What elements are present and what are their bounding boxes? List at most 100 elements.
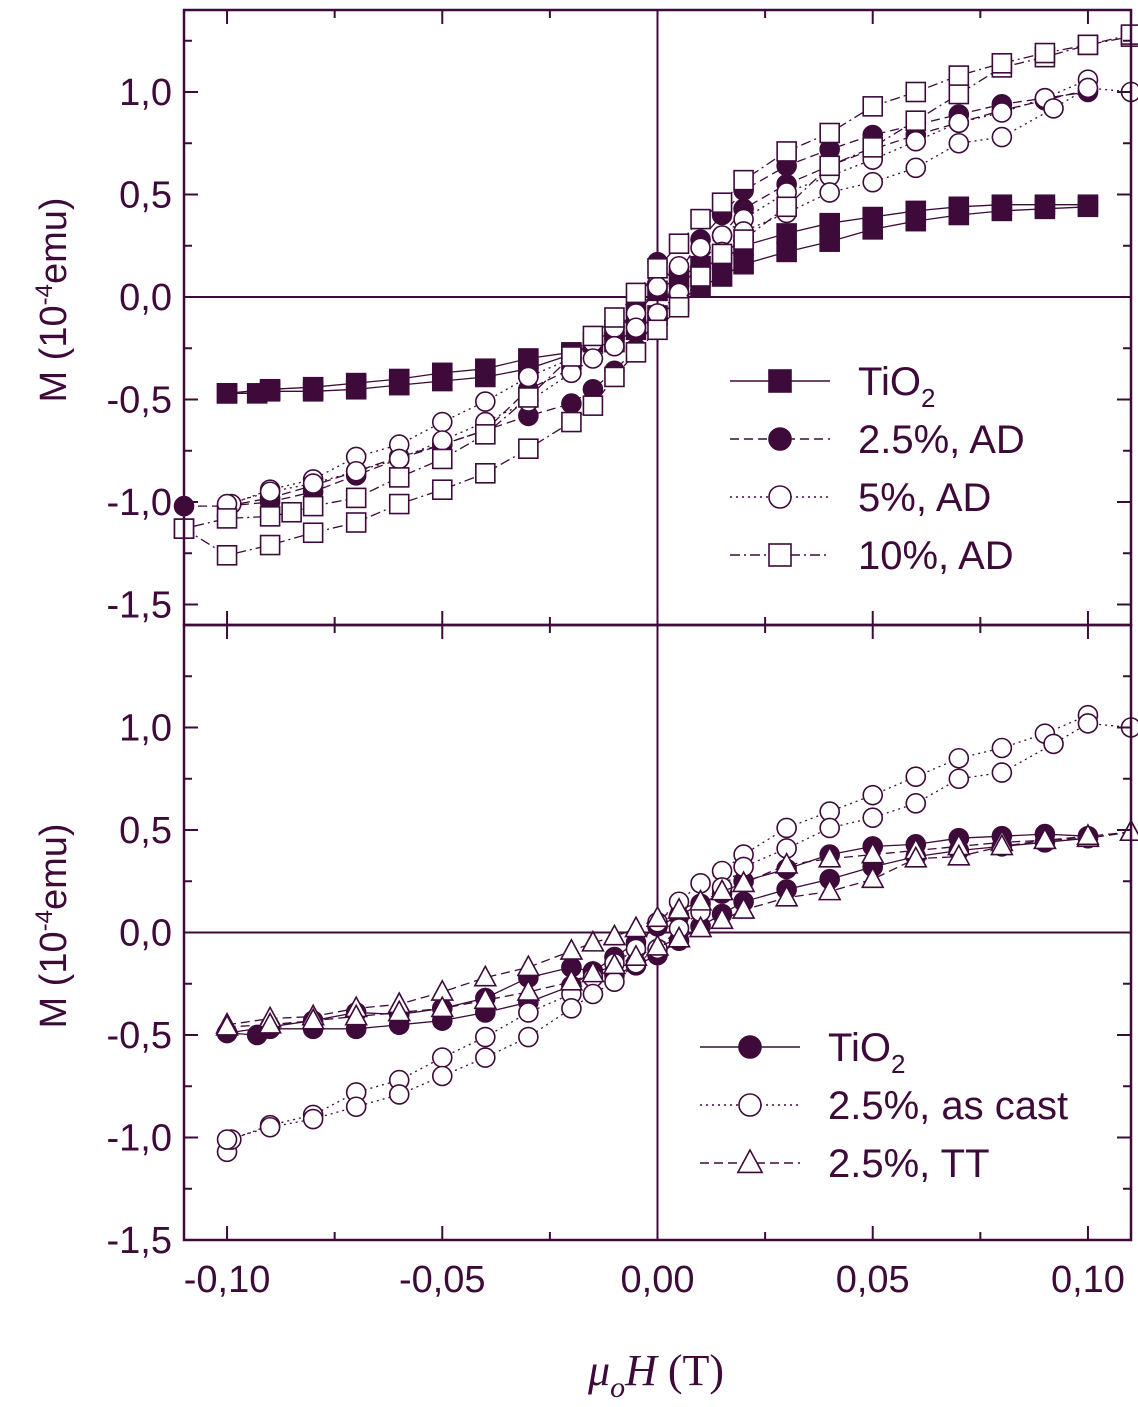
y-tick-label: -1,5 — [107, 585, 172, 627]
data-point — [431, 362, 453, 384]
data-point — [862, 784, 884, 806]
data-point — [776, 141, 797, 162]
y-tick-label: -0,5 — [107, 1015, 172, 1057]
data-point — [216, 544, 238, 566]
data-point — [905, 130, 927, 152]
data-point — [947, 843, 971, 866]
data-point — [518, 348, 539, 369]
legend-label-text: TiO — [828, 1026, 891, 1070]
data-point — [862, 219, 884, 240]
x-tick-label: 0,00 — [621, 1259, 695, 1301]
legend-entry-0: TiO2 — [700, 1026, 905, 1079]
data-point — [345, 1096, 367, 1118]
data-point — [602, 923, 627, 946]
legend-entry-2: 2.5%, TT — [700, 1142, 990, 1186]
data-point — [862, 807, 884, 829]
x-tick-label: -0,10 — [184, 1259, 271, 1301]
data-point — [905, 157, 927, 179]
data-point — [1034, 198, 1056, 220]
data-point — [302, 376, 324, 398]
data-point — [645, 905, 670, 928]
data-point — [991, 52, 1013, 74]
data-point — [710, 907, 734, 930]
data-point — [344, 1003, 368, 1026]
data-point — [581, 960, 605, 983]
data-point — [259, 1116, 281, 1138]
data-point — [388, 467, 410, 488]
data-point — [475, 1047, 496, 1068]
data-point — [518, 438, 539, 460]
legend-marker — [738, 1035, 762, 1059]
data-point — [711, 192, 733, 213]
data-point — [345, 487, 367, 509]
bottom-panel: -1,5-1,0-0,50,00,51,0 M (10-4emu) -0,10-… — [31, 623, 1138, 1301]
data-point — [991, 737, 1013, 759]
data-point — [1043, 98, 1064, 119]
data-point — [991, 102, 1013, 123]
legend-label-text: 2.5%, AD — [858, 418, 1025, 462]
top-panel: -1,5 -1,0 -0,5 0,0 0,5 1,0 M (10-4emu) TiO2 2.… — [31, 8, 1138, 627]
data-point — [1034, 42, 1056, 64]
data-point — [258, 1011, 282, 1034]
data-point — [862, 171, 884, 193]
data-point — [624, 944, 648, 967]
legend-label: 2.5%, as cast — [828, 1084, 1068, 1128]
data-point — [774, 851, 799, 874]
legend-entry-0: TiO2 — [730, 360, 935, 413]
data-point — [430, 995, 455, 1018]
legend-marker — [768, 543, 792, 567]
series-line-branch-1 — [183, 33, 1132, 530]
data-point — [518, 1026, 539, 1048]
series-2 — [215, 819, 1138, 1036]
legend-entry-1: 2.5%, as cast — [700, 1084, 1068, 1128]
data-point — [819, 212, 840, 234]
data-point — [431, 430, 453, 451]
legend-label-subscript: 2 — [891, 1049, 905, 1079]
data-point — [817, 878, 842, 901]
data-point — [733, 253, 754, 275]
data-point — [302, 495, 324, 517]
data-point — [948, 83, 970, 105]
legend-entry-1: 2.5%, AD — [730, 418, 1025, 462]
legend-entry-2: 5%, AD — [730, 476, 991, 520]
data-point — [431, 479, 453, 501]
data-point — [216, 508, 238, 529]
data-point — [948, 747, 970, 769]
data-point — [905, 766, 927, 788]
y-axis-label: M (10-4emu) — [31, 197, 75, 402]
legend-marker — [736, 1148, 764, 1174]
data-point — [991, 126, 1013, 148]
data-point — [948, 65, 970, 86]
legend: TiO2 2.5%, AD 5%, AD 10%, AD — [730, 360, 1025, 578]
x-tick-label: 0,05 — [836, 1259, 910, 1301]
data-point — [604, 335, 625, 357]
data-point — [259, 481, 281, 503]
legend-entry-3: 10%, AD — [730, 534, 1014, 578]
data-point — [215, 1013, 239, 1036]
data-point — [604, 971, 625, 993]
y-tick-label: 0,0 — [119, 913, 172, 955]
legend-label: TiO2 — [828, 1026, 905, 1079]
data-point — [475, 358, 496, 380]
data-point — [281, 501, 302, 523]
data-point — [475, 391, 496, 412]
data-point — [604, 366, 625, 388]
data-point — [1077, 34, 1099, 56]
data-point — [216, 383, 238, 404]
data-point — [668, 296, 690, 318]
data-point — [473, 987, 498, 1010]
x-tick-labels: -0,10 -0,05 0,00 0,05 0,10 — [184, 1259, 1125, 1301]
data-point — [581, 929, 605, 952]
data-point — [1077, 77, 1099, 99]
data-point — [559, 938, 584, 960]
data-point — [776, 223, 797, 244]
y-axis-label: M (10-4emu) — [31, 823, 75, 1028]
data-point — [860, 841, 885, 864]
legend-label-subscript: 2 — [921, 383, 935, 413]
data-point — [475, 1026, 496, 1048]
data-point — [582, 983, 604, 1005]
data-point — [905, 110, 927, 131]
legend-marker — [738, 1093, 762, 1117]
data-point — [604, 307, 625, 328]
data-point — [1076, 823, 1100, 846]
